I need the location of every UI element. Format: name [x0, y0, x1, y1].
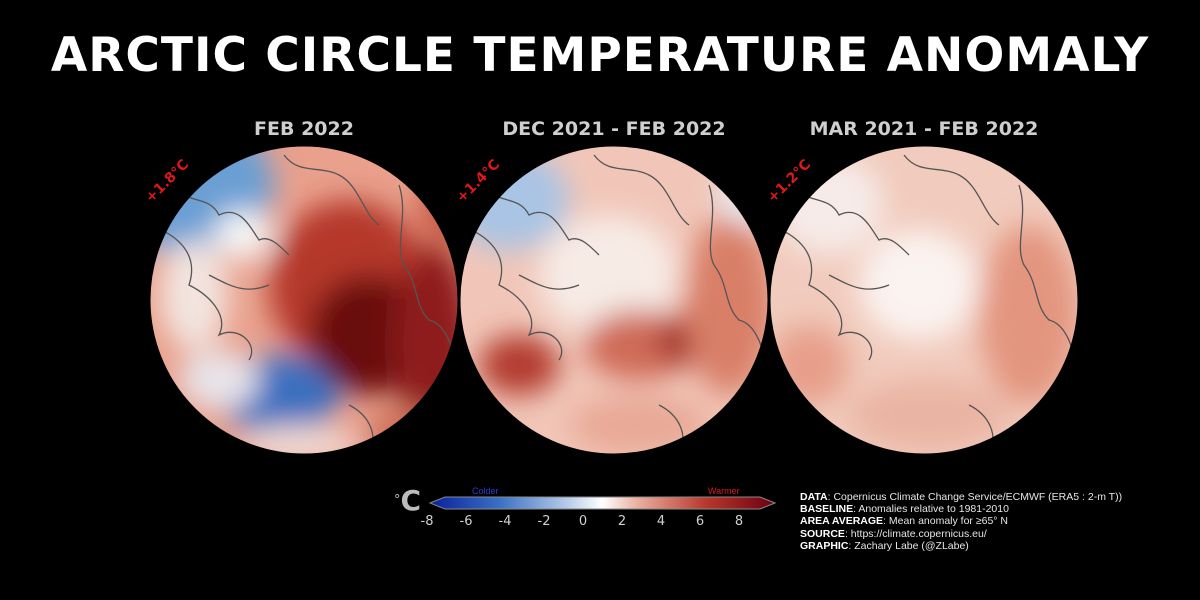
info-graphic-row: GRAPHIC: Zachary Labe (@ZLabe) [800, 540, 1122, 552]
info-area-key: AREA AVERAGE [800, 515, 884, 528]
tick-label: 8 [734, 514, 744, 529]
info-baseline-row: BASELINE: Anomalies relative to 1981-201… [800, 503, 1122, 515]
info-graphic-value: : Zachary Labe (@ZLabe) [848, 539, 969, 552]
info-source-value: : https://climate.copernicus.eu/ [844, 527, 987, 540]
tick-label: -2 [537, 514, 551, 529]
panel-title-mar-feb: MAR 2021 - FEB 2022 [809, 118, 1039, 140]
info-baseline-key: BASELINE [800, 503, 854, 516]
info-source-key: SOURCE [800, 527, 845, 540]
tick-label: 2 [617, 514, 627, 529]
colorbar [428, 496, 777, 510]
arctic-map-mar-feb [769, 145, 1079, 455]
info-area-value: : Mean anomaly for ≥65° N [883, 515, 1008, 528]
colder-label: Colder [472, 486, 499, 496]
tick-label: -6 [459, 514, 473, 529]
tick-label: 4 [656, 514, 666, 529]
panel-title-feb-2022: FEB 2022 [254, 118, 354, 140]
page-title: ARCTIC CIRCLE TEMPERATURE ANOMALY [50, 28, 1150, 83]
tick-label: -4 [498, 514, 512, 529]
info-baseline-value: : Anomalies relative to 1981-2010 [853, 503, 1009, 516]
info-source-row: SOURCE: https://climate.copernicus.eu/ [800, 528, 1122, 540]
warmer-label: Warmer [708, 486, 740, 496]
arctic-map-feb-2022 [149, 145, 459, 455]
tick-label: -8 [420, 514, 434, 529]
panel-title-dec-feb: DEC 2021 - FEB 2022 [502, 118, 726, 140]
info-graphic-key: GRAPHIC [800, 539, 849, 552]
degree-celsius-icon: °C [394, 484, 422, 517]
arctic-map-dec-feb [459, 145, 769, 455]
info-block: DATA: Copernicus Climate Change Service/… [800, 491, 1122, 552]
tick-label: 6 [695, 514, 705, 529]
info-data-row: DATA: Copernicus Climate Change Service/… [800, 491, 1122, 503]
tick-label: 0 [578, 514, 588, 529]
info-data-value: : Copernicus Climate Change Service/ECMW… [827, 491, 1123, 503]
info-area-row: AREA AVERAGE: Mean anomaly for ≥65° N [800, 515, 1122, 527]
info-data-key: DATA [800, 491, 828, 503]
